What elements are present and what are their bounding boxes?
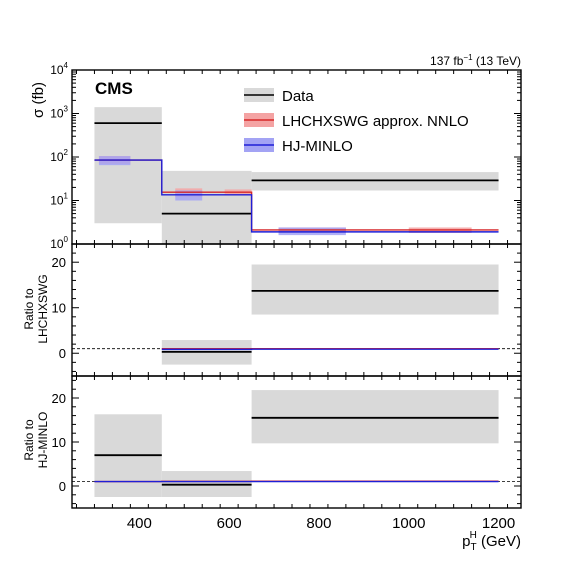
y-tick-label: 20 — [52, 255, 66, 270]
x-axis-label: pTH (GeV) — [462, 530, 521, 553]
y-tick-label: 104 — [50, 61, 68, 77]
y-tick-label: 0 — [59, 346, 66, 361]
y-tick-label: 102 — [50, 148, 68, 164]
y-tick-label: 10 — [52, 301, 66, 316]
mid-y-axis-label-line2: LHCHXSWG — [36, 274, 50, 343]
lumi-exp: −1 — [463, 53, 473, 62]
x-tick-label: 800 — [306, 515, 331, 532]
band-data-1 — [251, 264, 499, 315]
lumi-label: 137 fb−1 (13 TeV) — [430, 53, 521, 68]
x-tick-label: 1200 — [482, 515, 515, 532]
legend: Data LHCHXSWG approx. NNLO HJ-MINLO — [244, 88, 469, 155]
x-tick-label: 1000 — [392, 515, 425, 532]
bot-y-axis-label-line1: Ratio to — [22, 419, 36, 461]
experiment-label: CMS — [95, 79, 133, 98]
ratio-lhchxswg-panel: 0 10 20 — [52, 243, 522, 377]
mid-y-axis-label-line1: Ratio to — [22, 288, 36, 330]
cross-section-panel: 100 101 102 103 104 — [50, 61, 522, 251]
x-tick-label: 600 — [217, 515, 242, 532]
y-tick-label: 20 — [52, 391, 66, 406]
y-tick-label: 10 — [52, 435, 66, 450]
legend-data-label: Data — [282, 88, 314, 105]
step-line-hj-minlo — [94, 159, 499, 233]
y-tick-label: 103 — [50, 105, 68, 121]
y-tick-label: 0 — [59, 479, 66, 494]
y-tick-label: 100 — [50, 235, 68, 251]
legend-lhc-label: LHCHXSWG approx. NNLO — [282, 113, 469, 130]
y-tick-label: 101 — [50, 192, 68, 208]
top-y-axis-label: σ (fb) — [30, 82, 47, 118]
bot-y-axis-label-line2: HJ-MINLO — [36, 412, 50, 469]
legend-hj-label: HJ-MINLO — [282, 138, 353, 155]
ratio-hj-minlo-panel: 0 10 20 400 600 800 1000 1200 — [52, 375, 522, 532]
band-data-2 — [251, 390, 499, 444]
band-data-1 — [161, 170, 252, 244]
x-tick-label: 400 — [127, 515, 152, 532]
band-data-0 — [94, 107, 162, 224]
